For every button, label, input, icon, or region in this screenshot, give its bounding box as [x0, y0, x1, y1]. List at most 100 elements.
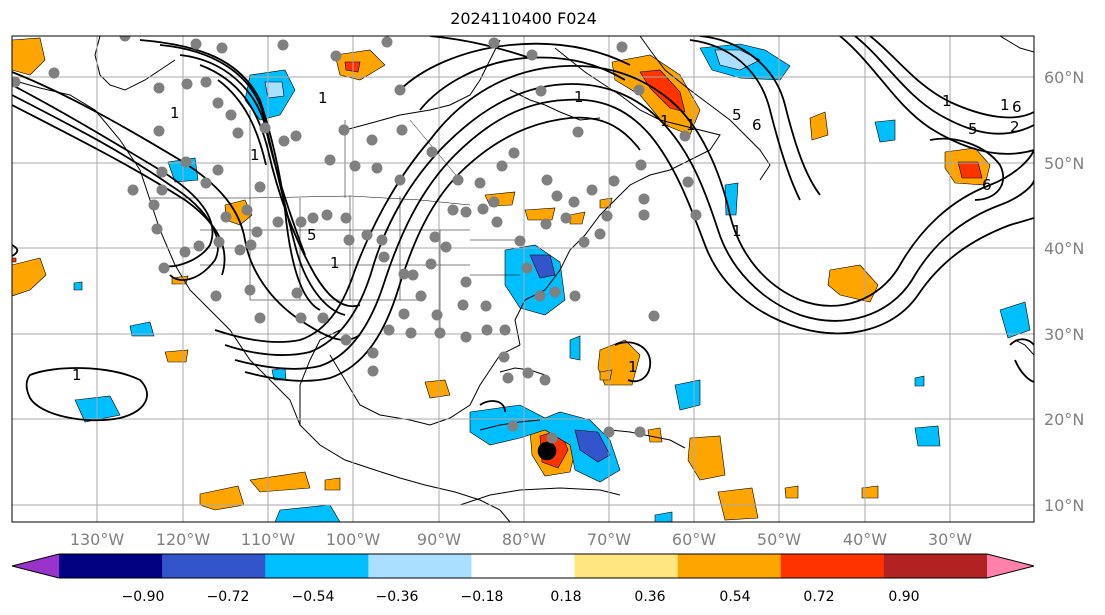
contour-label: 6 — [752, 116, 762, 134]
colorbar-tick-label: −0.36 — [376, 589, 419, 605]
station-dot — [578, 236, 590, 248]
station-dot — [179, 246, 191, 258]
colorbar-segment — [368, 554, 472, 578]
contour-label: 1 — [686, 116, 696, 134]
lon-label: 60°W — [672, 530, 716, 549]
station-dot — [383, 324, 395, 336]
station-dot — [181, 78, 193, 90]
contour-label: 1 — [330, 254, 340, 272]
contour-label: 1 — [1000, 96, 1010, 114]
station-dot — [502, 372, 514, 384]
station-dot — [460, 206, 472, 218]
station-dot — [366, 134, 378, 146]
contour-label: 1 — [574, 88, 584, 106]
lon-label: 110°W — [241, 530, 296, 549]
station-dot — [153, 125, 165, 137]
colorbar-tick-label: 0.18 — [550, 589, 581, 605]
station-dot — [398, 308, 410, 320]
station-dot — [200, 177, 212, 189]
colorbar — [11, 553, 1035, 579]
station-dot — [434, 327, 446, 339]
station-dot — [212, 164, 224, 176]
contour-label: 1 — [72, 366, 82, 384]
station-dot — [340, 212, 352, 224]
station-dot — [415, 290, 427, 302]
station-dot — [371, 162, 383, 174]
station-dot — [367, 365, 379, 377]
station-dot — [241, 204, 253, 216]
station-dot — [521, 262, 533, 274]
lat-label: 20°N — [1044, 410, 1084, 429]
contour-label: 6 — [982, 176, 992, 194]
colorbar-tick-label: 0.90 — [888, 589, 919, 605]
contour-label: 1 — [942, 92, 952, 110]
station-dot — [272, 216, 284, 228]
station-dot — [396, 124, 408, 136]
longitude-labels: 130°W 120°W 110°W 100°W 90°W 80°W 70°W 6… — [70, 530, 972, 549]
political-borders — [150, 110, 520, 330]
station-dot — [338, 124, 350, 136]
shaded-field — [12, 37, 1031, 522]
station-dot — [452, 174, 464, 186]
station-dot — [210, 290, 222, 302]
lon-label: 90°W — [417, 530, 461, 549]
lat-label: 30°N — [1044, 325, 1084, 344]
contour-label: 1 — [170, 104, 180, 122]
station-dot — [586, 184, 598, 196]
station-dot — [431, 309, 443, 321]
station-dot — [158, 262, 170, 274]
station-dot — [603, 426, 615, 438]
station-dot — [572, 126, 584, 138]
colorbar-tick-label: −0.90 — [122, 589, 165, 605]
station-dot — [343, 234, 355, 246]
station-dot — [594, 228, 606, 240]
station-dot — [535, 85, 547, 97]
station-dot — [508, 147, 520, 159]
contour-label: 1 — [660, 112, 670, 130]
station-dot — [317, 312, 329, 324]
contour-label: 2 — [1010, 118, 1020, 136]
station-dot — [560, 212, 572, 224]
contour-label: 1 — [732, 222, 742, 240]
station-dot — [638, 209, 650, 221]
station-dot — [244, 284, 256, 296]
station-dot — [634, 426, 646, 438]
station-dot — [514, 235, 526, 247]
contour-label: 5 — [732, 106, 742, 124]
station-dot — [398, 268, 410, 280]
station-dot — [616, 41, 628, 53]
colorbar-tick-label: 0.72 — [803, 589, 834, 605]
station-dot — [394, 174, 406, 186]
station-dot — [307, 212, 319, 224]
station-dot — [474, 177, 486, 189]
station-dot — [193, 240, 205, 252]
station-dot — [330, 50, 342, 62]
colorbar-tick-label: −0.18 — [461, 589, 504, 605]
station-dot — [225, 109, 237, 121]
lat-label: 60°N — [1044, 68, 1084, 87]
lat-label: 10°N — [1044, 496, 1084, 515]
station-dot — [633, 84, 645, 96]
contour-label: 5 — [307, 226, 317, 244]
station-dot — [48, 67, 60, 79]
station-markers — [12, 36, 702, 444]
station-dot — [534, 290, 546, 302]
lat-label: 40°N — [1044, 239, 1084, 258]
station-dot — [12, 76, 21, 88]
station-dot — [378, 251, 390, 263]
station-dot — [259, 122, 271, 134]
station-dot — [407, 269, 419, 281]
contour-label: 1 — [628, 358, 638, 376]
contour-label: 1 — [318, 89, 328, 107]
station-dot — [447, 204, 459, 216]
station-dot — [491, 216, 503, 228]
latitude-labels: 60°N 50°N 40°N 30°N 20°N 10°N — [1044, 68, 1084, 515]
colorbar-tick-label: −0.72 — [207, 589, 250, 605]
station-dot — [488, 37, 500, 49]
station-dot — [425, 258, 437, 270]
colorbar-extend-high — [987, 554, 1034, 578]
station-dot — [367, 347, 379, 359]
graticule — [12, 36, 1034, 522]
station-dot — [682, 176, 694, 188]
station-dot — [232, 127, 244, 139]
